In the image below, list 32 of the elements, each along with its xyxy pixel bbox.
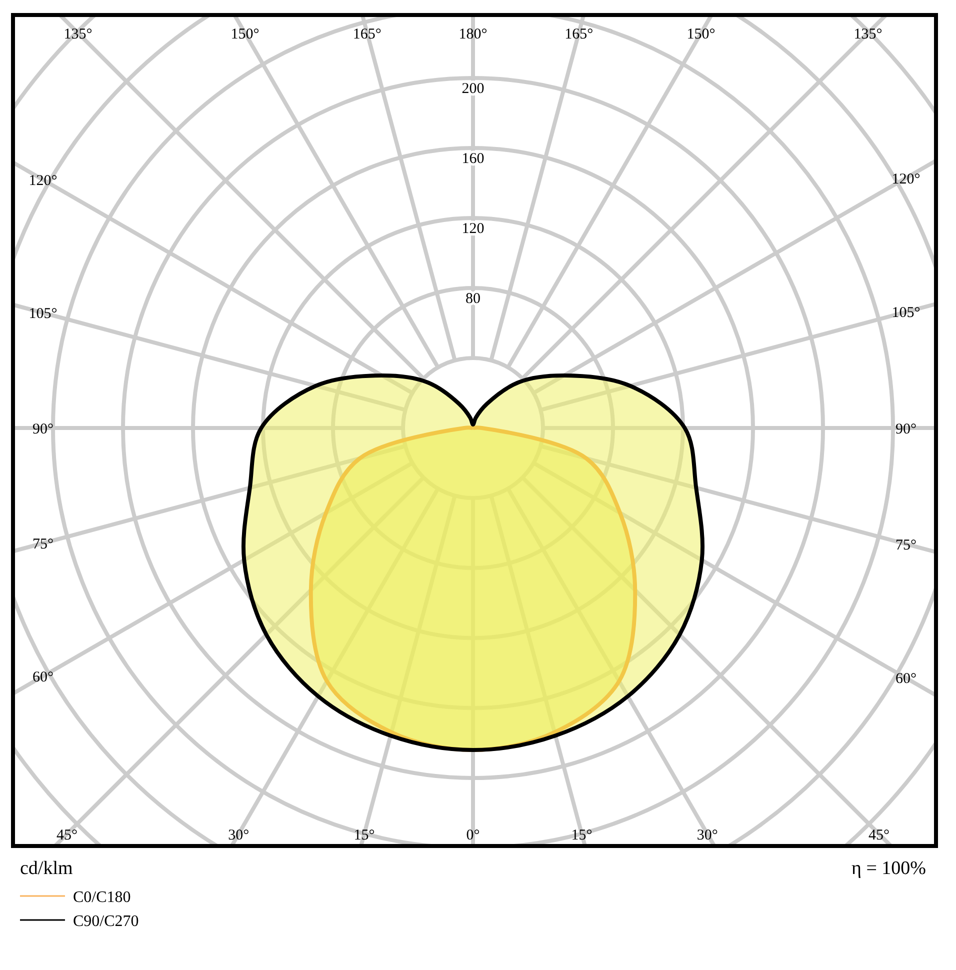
spoke-label: 45° bbox=[868, 827, 890, 844]
legend-label: C0/C180 bbox=[73, 889, 131, 906]
spoke-label: 45° bbox=[56, 827, 78, 844]
legend-label: C90/C270 bbox=[73, 913, 139, 930]
y-tick-label: 80 bbox=[466, 291, 480, 307]
spoke-label: 105° bbox=[28, 306, 58, 322]
spoke-label: 60° bbox=[32, 670, 54, 686]
spoke-label: 90° bbox=[32, 421, 54, 438]
spoke-label: 135° bbox=[854, 26, 882, 42]
spoke-label: 0° bbox=[466, 827, 480, 844]
spoke-label: 15° bbox=[571, 827, 592, 844]
y-tick-label: 120 bbox=[462, 221, 484, 237]
spoke-label: 120° bbox=[28, 172, 58, 189]
y-tick-label: 160 bbox=[462, 151, 484, 167]
spoke-label: 15° bbox=[354, 827, 375, 844]
spoke-label: 165° bbox=[352, 26, 382, 42]
spoke-label: 30° bbox=[696, 827, 718, 844]
spoke-label: 150° bbox=[230, 26, 260, 42]
spoke-label: 60° bbox=[896, 671, 916, 688]
spoke-label: 90° bbox=[896, 421, 916, 438]
y-tick-label: 200 bbox=[462, 81, 484, 97]
spoke-label: 135° bbox=[64, 26, 92, 42]
text: cd/klm bbox=[20, 858, 73, 879]
spoke-label: 180° bbox=[458, 26, 488, 42]
spoke-label: 75° bbox=[896, 537, 916, 554]
spoke-label: 120° bbox=[892, 171, 920, 188]
spoke-label: 165° bbox=[564, 26, 594, 42]
spoke-label: 150° bbox=[686, 26, 716, 42]
spoke-label: 30° bbox=[228, 827, 250, 844]
spoke-label: 75° bbox=[32, 536, 54, 552]
spoke-label: 105° bbox=[892, 305, 920, 322]
text: η = 100% bbox=[852, 858, 926, 879]
